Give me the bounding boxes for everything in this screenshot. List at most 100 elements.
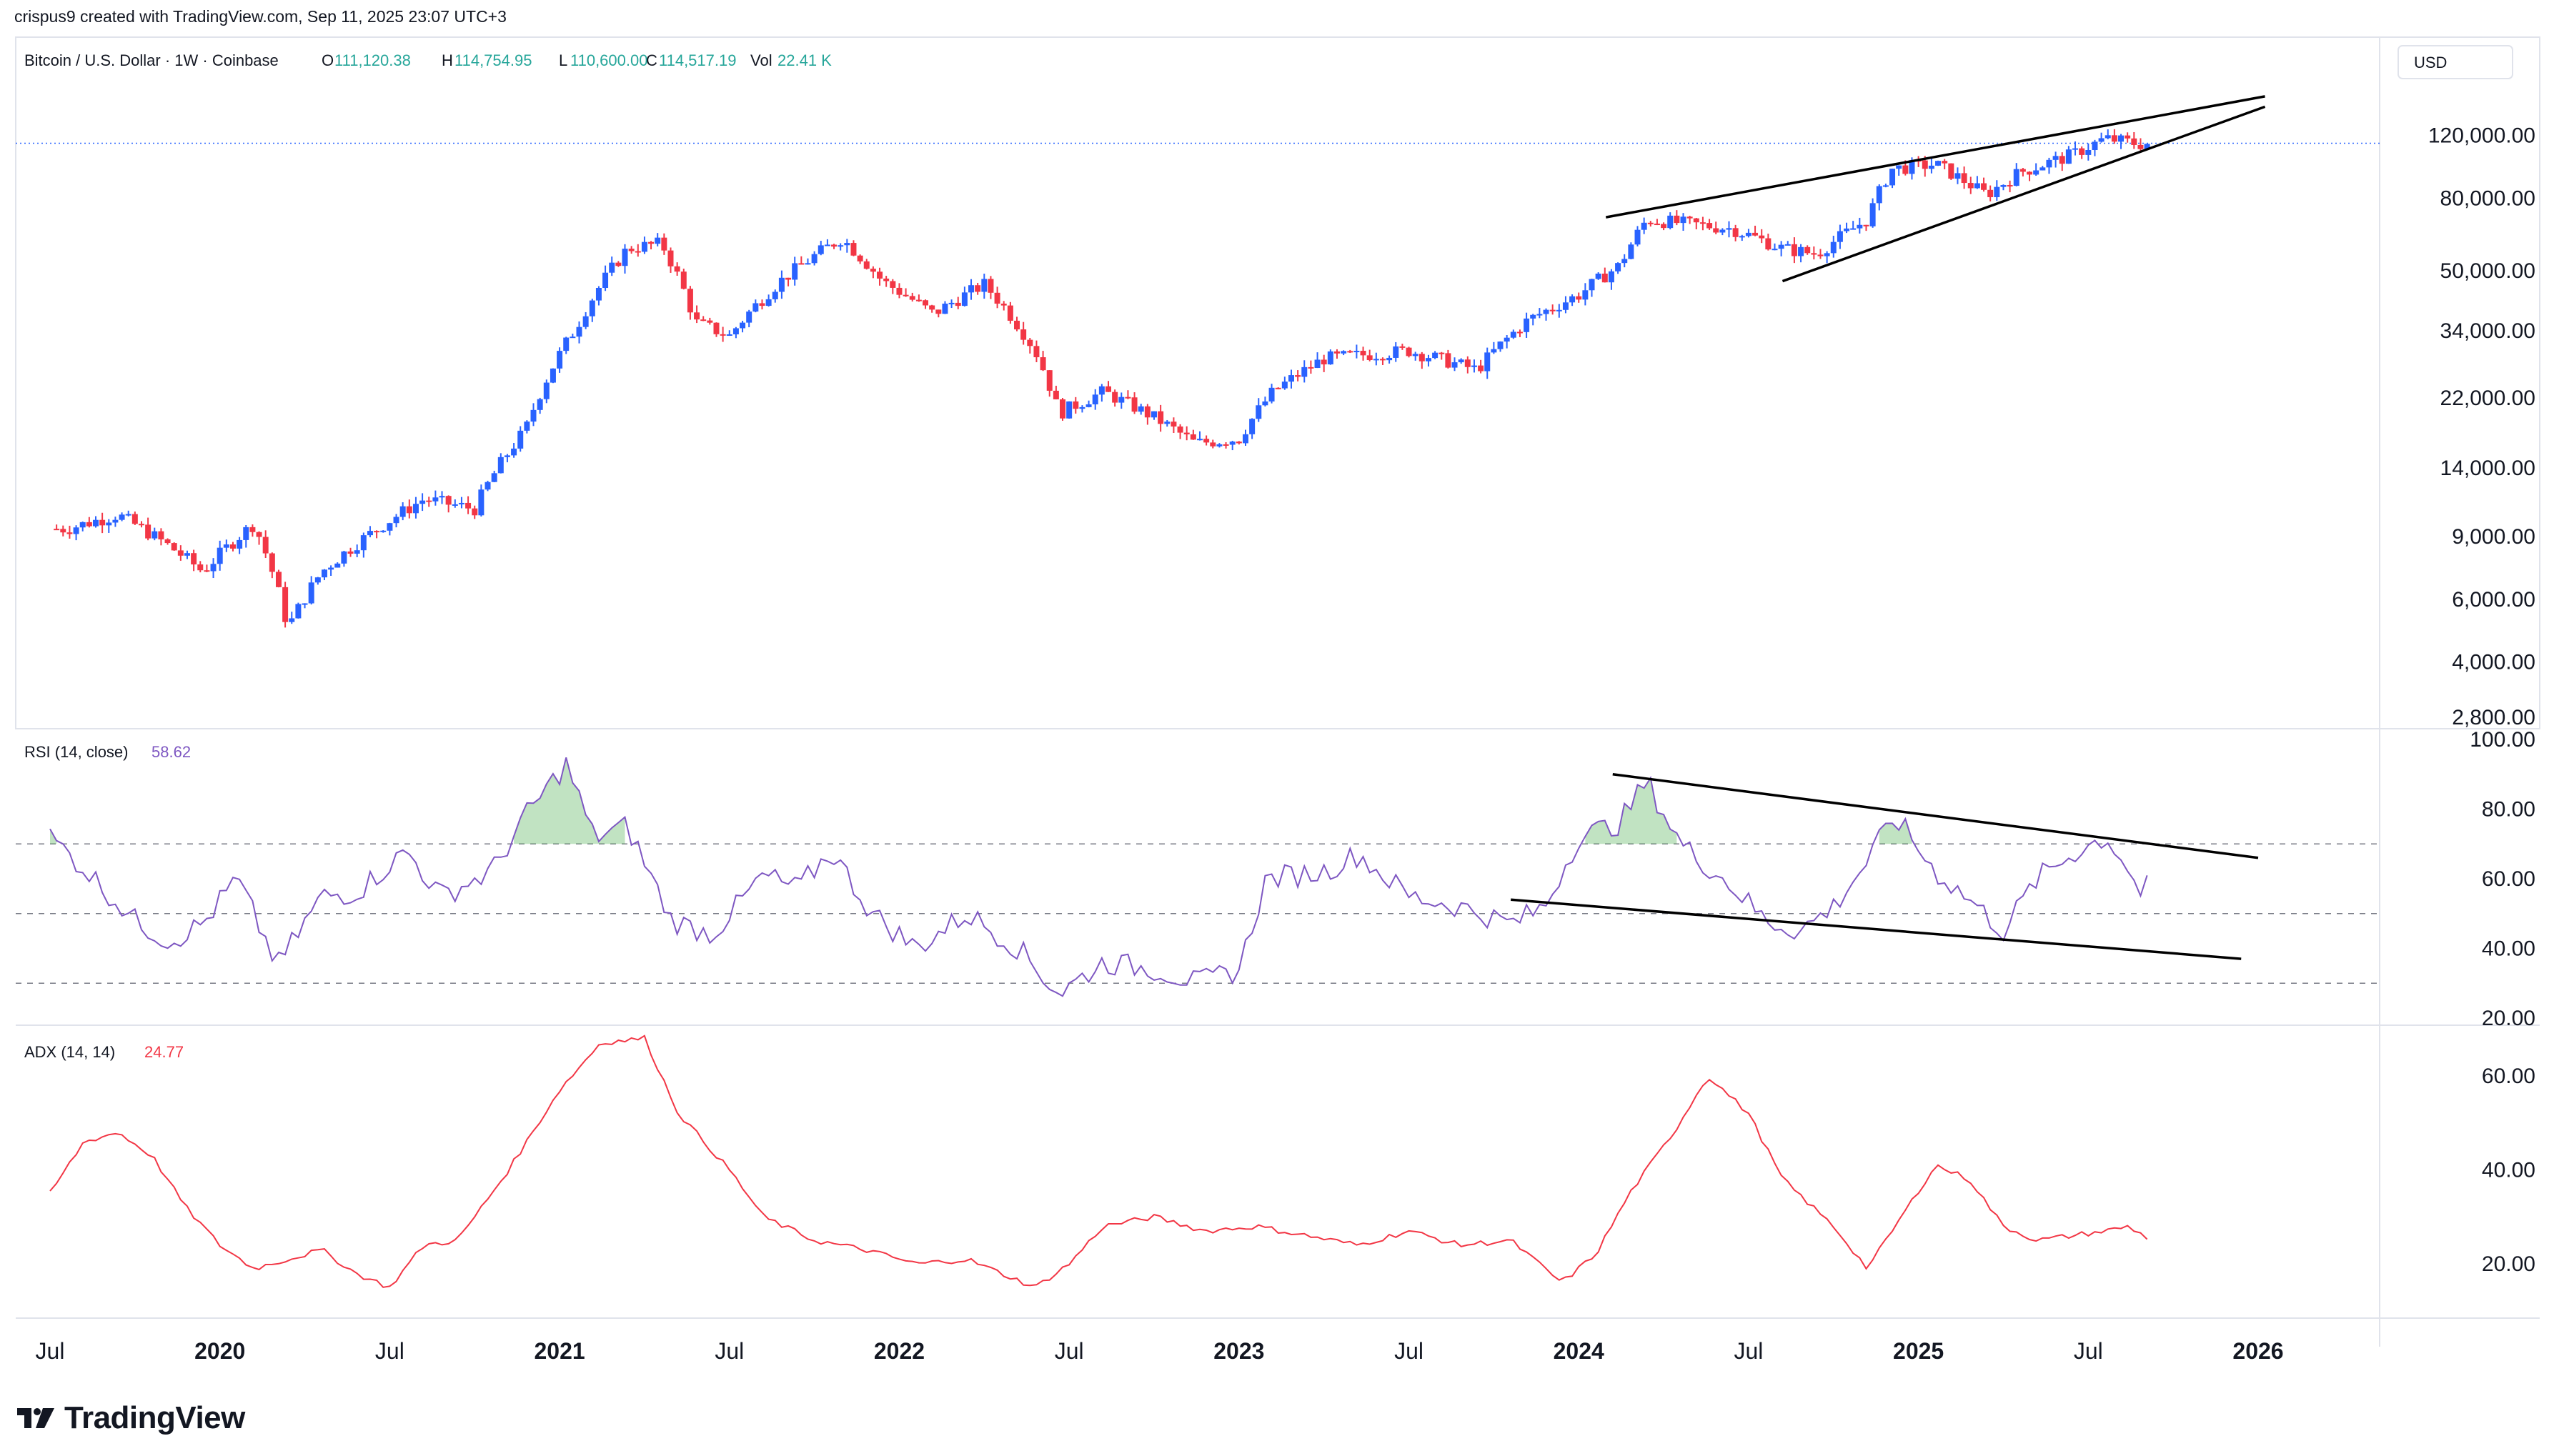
candle-body bbox=[870, 269, 876, 272]
candle-body bbox=[726, 334, 732, 336]
currency-badge-box[interactable] bbox=[2398, 45, 2513, 79]
candle-body bbox=[360, 535, 367, 551]
candle-body bbox=[1085, 404, 1092, 407]
candle-body bbox=[295, 604, 302, 619]
candle-body bbox=[1060, 399, 1066, 419]
candle-body bbox=[1876, 186, 1882, 204]
currency-badge[interactable]: USD bbox=[2398, 45, 2513, 79]
candle-body bbox=[1857, 224, 1863, 229]
candle-body bbox=[374, 531, 380, 533]
rsi-trendline-2 bbox=[1511, 898, 2242, 960]
candle-body bbox=[1046, 370, 1053, 391]
candle-body bbox=[1562, 302, 1569, 310]
candle-body bbox=[877, 271, 883, 279]
candle-body bbox=[485, 482, 491, 490]
candle-body bbox=[1144, 406, 1151, 418]
candle-body bbox=[1418, 354, 1425, 361]
candle-body bbox=[1014, 320, 1020, 330]
candle-body bbox=[1118, 397, 1125, 403]
candle-body bbox=[530, 409, 537, 422]
candle-body bbox=[497, 457, 504, 474]
candle-body bbox=[1713, 228, 1719, 233]
candle-body bbox=[915, 299, 922, 301]
candle-body bbox=[811, 254, 818, 264]
candle-body bbox=[1445, 353, 1451, 368]
candle-body bbox=[1516, 331, 1523, 334]
candle-body bbox=[1268, 387, 1275, 402]
candle-body bbox=[1033, 346, 1040, 358]
candle-body bbox=[419, 500, 426, 504]
candle-body bbox=[1203, 439, 1210, 443]
candle-body bbox=[243, 527, 249, 540]
candle-body bbox=[602, 272, 609, 289]
candle-body bbox=[1745, 232, 1751, 236]
candle-body bbox=[824, 244, 830, 246]
candle-body bbox=[204, 570, 210, 572]
price-tick-label: 120,000.00 bbox=[2428, 124, 2535, 147]
candle-body bbox=[942, 304, 948, 314]
tradingview-chart[interactable]: Bitcoin / U.S. Dollar · 1W · Coinbase O … bbox=[0, 0, 2554, 1379]
candle-body bbox=[2118, 135, 2125, 142]
candle-body bbox=[1177, 426, 1183, 433]
candle-body bbox=[1882, 185, 1889, 187]
candle-body bbox=[131, 514, 138, 524]
candle-body bbox=[210, 564, 217, 572]
candle-body bbox=[54, 529, 60, 531]
candle-body bbox=[1379, 359, 1386, 361]
candle-body bbox=[1543, 309, 1549, 314]
candle-body bbox=[582, 316, 589, 327]
rsi-tick-label: 80.00 bbox=[2482, 798, 2535, 822]
candle-body bbox=[1595, 273, 1601, 279]
ohlc-low-value: 110,600.00 bbox=[570, 51, 647, 69]
candle-body bbox=[2137, 144, 2144, 149]
candle-body bbox=[66, 532, 73, 534]
candle-body bbox=[1739, 236, 1745, 238]
candle-body bbox=[1837, 231, 1843, 242]
candle-body bbox=[968, 285, 975, 293]
price-tick-label: 4,000.00 bbox=[2452, 651, 2535, 674]
candle-body bbox=[1321, 359, 1327, 365]
candle-body bbox=[988, 279, 994, 293]
currency-label[interactable]: USD bbox=[2414, 54, 2447, 71]
adx-layer bbox=[49, 1034, 2148, 1288]
time-axis-label: Jul bbox=[36, 1338, 65, 1364]
adx-title: ADX (14, 14) bbox=[24, 1043, 115, 1061]
candle-body bbox=[1765, 238, 1772, 250]
ohlc-low-label: L bbox=[559, 51, 567, 69]
candle-body bbox=[138, 524, 144, 526]
candle-body bbox=[275, 572, 282, 587]
ohlc-close-label: C bbox=[646, 51, 657, 69]
candle-body bbox=[439, 496, 445, 498]
candle-body bbox=[1778, 244, 1784, 249]
candle-body bbox=[975, 285, 981, 292]
chart-credit: crispus9 created with TradingView.com, S… bbox=[14, 7, 507, 26]
ohlc-readout: O 111,120.38 H 114,754.95 L 110,600.00 C… bbox=[322, 51, 832, 69]
ohlc-open-label: O bbox=[322, 51, 334, 69]
candle-body bbox=[1994, 186, 2000, 197]
candle-body bbox=[1125, 397, 1131, 399]
candle-body bbox=[1373, 359, 1379, 361]
candle-body bbox=[713, 322, 720, 334]
candle-body bbox=[1327, 351, 1333, 365]
candle-body bbox=[2059, 156, 2065, 164]
candle-body bbox=[1654, 224, 1660, 226]
candle-body bbox=[857, 255, 863, 261]
candle-body bbox=[628, 249, 635, 251]
candle-body bbox=[1000, 304, 1007, 306]
candle-body bbox=[2039, 167, 2046, 171]
candle-body bbox=[2000, 185, 2007, 187]
candle-body bbox=[903, 294, 909, 296]
candle-body bbox=[1608, 271, 1614, 283]
candle-body bbox=[1229, 442, 1236, 445]
candle-body bbox=[1236, 442, 1242, 444]
candle-body bbox=[1798, 246, 1804, 256]
candle-body bbox=[1210, 442, 1216, 447]
rsi-tick-label: 20.00 bbox=[2482, 1007, 2535, 1030]
candle-body bbox=[458, 502, 464, 504]
candle-body bbox=[1674, 215, 1680, 224]
candle-body bbox=[1451, 362, 1458, 368]
tradingview-logo[interactable]: TradingView bbox=[16, 1400, 245, 1436]
candle-body bbox=[863, 261, 870, 269]
candle-body bbox=[655, 237, 661, 244]
candle-body bbox=[1759, 235, 1765, 239]
